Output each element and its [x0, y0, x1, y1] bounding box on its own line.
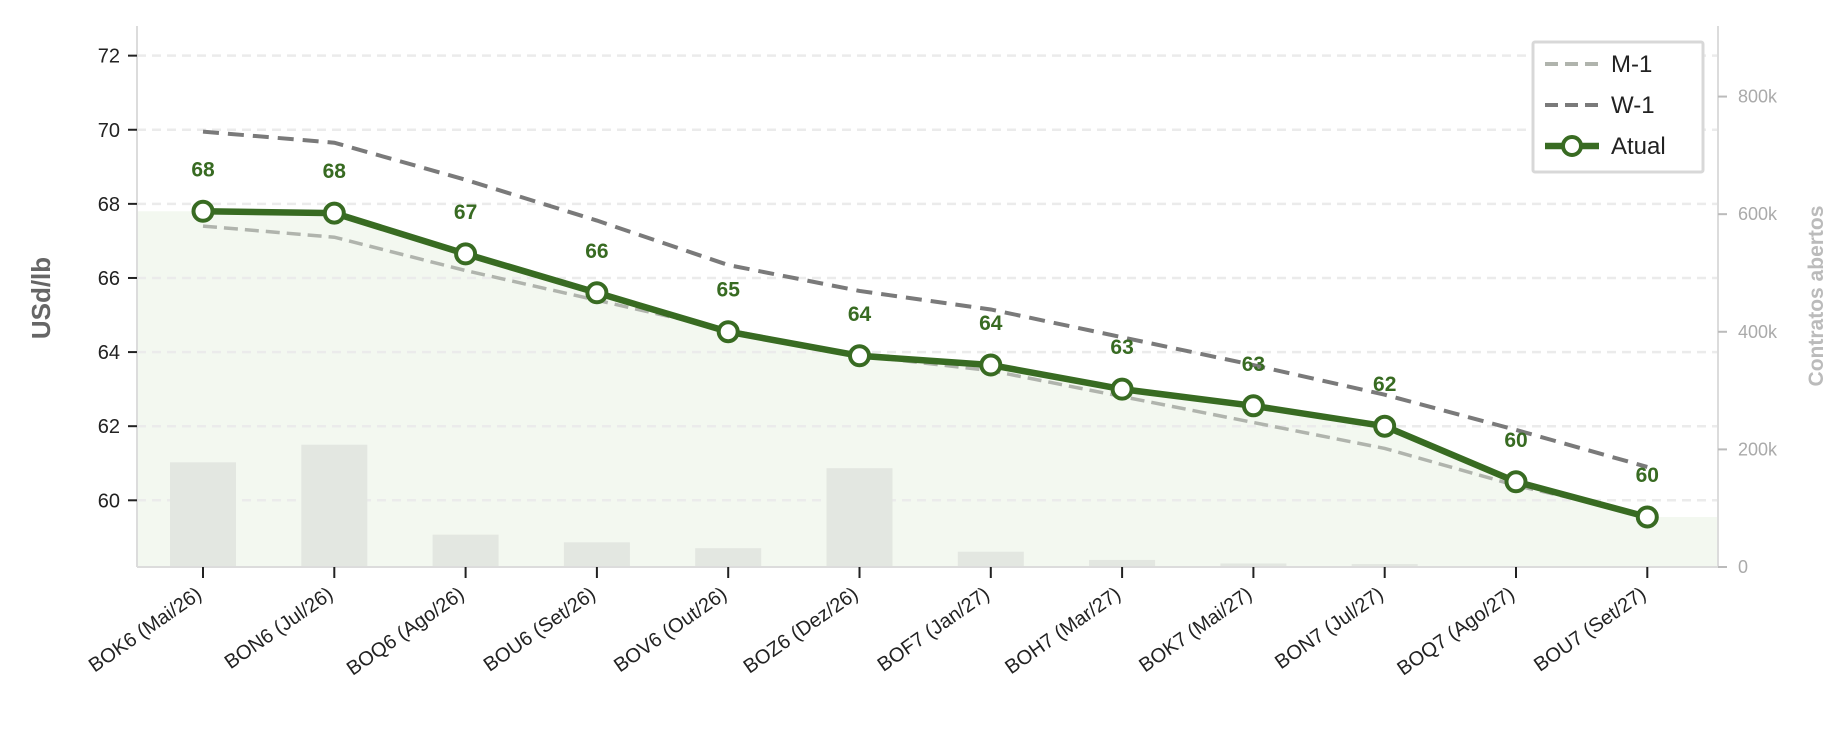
data-label: 60	[1504, 429, 1527, 452]
y2-tick-label: 800k	[1738, 87, 1778, 107]
x-tick-label: BOQ6 (Ago/26)	[343, 583, 469, 680]
y2-tick-label: 0	[1738, 557, 1748, 577]
open-interest-bar	[695, 548, 762, 567]
series-point-atual	[191, 199, 215, 223]
y-tick-label: 62	[98, 416, 120, 438]
data-label: 63	[1110, 336, 1133, 359]
data-label: 64	[979, 312, 1003, 335]
x-tick-label: BOF7 (Jan/27)	[874, 583, 994, 676]
legend-marker-atual	[1561, 135, 1583, 157]
data-label: 67	[454, 201, 477, 224]
x-tick-label: BOU7 (Set/27)	[1530, 583, 1650, 676]
y2-tick-label: 400k	[1738, 322, 1778, 342]
y-tick-label: 66	[98, 268, 120, 290]
x-tick-label: BOU6 (Set/26)	[480, 583, 600, 676]
x-tick-label: BON7 (Jul/27)	[1271, 583, 1387, 674]
series-line-w-1	[202, 129, 1648, 469]
legend-label-m-1: M-1	[1611, 51, 1652, 78]
legend: M-1 W-1 Atual	[1531, 40, 1705, 174]
x-tick-label: BOK6 (Mai/26)	[85, 583, 206, 677]
series-point-atual	[585, 281, 609, 305]
open-interest-bars	[170, 444, 1418, 567]
open-interest-bar	[826, 468, 893, 567]
open-interest-bar	[1220, 563, 1287, 567]
x-tick-label: BOZ6 (Dez/26)	[740, 583, 863, 678]
y-tick-label: 64	[98, 342, 120, 364]
grid-layer	[137, 54, 1718, 502]
data-labels: 68 68 67 66 65 64 64 63 63 62 60 60	[191, 158, 1659, 487]
series-point-atual	[322, 201, 346, 225]
open-interest-bar	[432, 534, 499, 567]
y2-axis-title: Contratos abertos	[1805, 206, 1828, 387]
data-label: 64	[848, 303, 872, 326]
data-label: 62	[1373, 373, 1396, 396]
x-tick-label: BOQ7 (Ago/27)	[1393, 583, 1519, 680]
y2-tick-label: 600k	[1738, 204, 1778, 224]
open-interest-bar	[563, 542, 630, 567]
y-axis-title: USd/lb	[26, 257, 56, 339]
y-tick-label: 72	[98, 46, 120, 68]
series-line-atual	[202, 208, 1649, 521]
series-point-atual	[1504, 470, 1528, 494]
x-tick-label: BOH7 (Mar/27)	[1001, 583, 1125, 679]
series-point-atual	[1635, 505, 1659, 529]
legend-label-w-1: W-1	[1611, 92, 1655, 119]
area-layer	[137, 211, 1718, 567]
open-interest-bar	[957, 551, 1024, 567]
series-lines	[191, 129, 1659, 529]
y-tick-label: 70	[98, 120, 120, 142]
open-interest-bar	[1089, 559, 1156, 567]
series-point-atual	[716, 320, 740, 344]
data-label: 68	[323, 160, 347, 183]
series-point-atual	[1373, 414, 1397, 438]
x-tick-label: BON6 (Jul/26)	[221, 583, 337, 674]
data-label: 60	[1636, 464, 1659, 487]
open-interest-bar	[301, 444, 368, 567]
series-point-atual	[848, 344, 871, 368]
open-interest-bar	[170, 462, 236, 567]
legend-label-atual: Atual	[1611, 133, 1666, 160]
x-tick-label: BOK7 (Mai/27)	[1135, 583, 1256, 677]
y2-tick-label: 200k	[1738, 439, 1778, 459]
data-label: 65	[717, 279, 741, 302]
series-point-atual	[1110, 377, 1134, 401]
x-tick-label: BOV6 (Out/26)	[610, 583, 731, 677]
price-area-fill	[137, 211, 1718, 567]
series-point-atual	[1241, 394, 1265, 418]
data-label: 68	[191, 158, 215, 181]
series-point-atual	[454, 242, 478, 266]
y-tick-label: 60	[98, 490, 120, 512]
open-interest-bar	[1351, 564, 1418, 567]
data-label: 66	[585, 240, 608, 263]
series-point-atual	[979, 353, 1003, 377]
data-label: 63	[1242, 353, 1265, 376]
y-tick-label: 68	[98, 194, 120, 216]
